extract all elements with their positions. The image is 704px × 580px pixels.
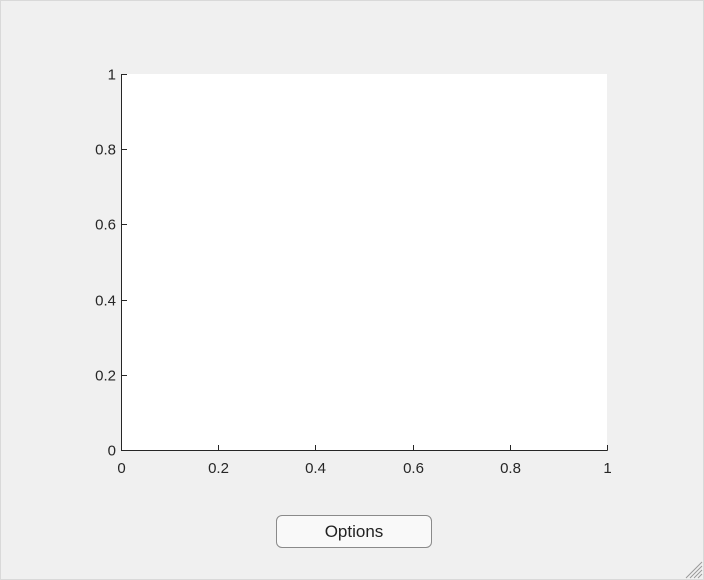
x-axis-ticks: 0 0.2 0.4 0.6 0.8 1 [117,445,612,477]
x-tick-label: 1 [603,460,611,477]
options-button[interactable]: Options [276,515,432,548]
y-tick-label: 0.4 [95,293,116,310]
y-tick-label: 0.6 [95,217,116,234]
x-tick-label: 0 [117,460,125,477]
resize-grip-icon[interactable] [681,557,703,579]
x-tick-label: 0.2 [208,460,229,477]
x-tick-label: 0.8 [500,460,521,477]
y-tick-label: 0 [108,443,116,460]
y-tick-label: 0.2 [95,368,116,385]
y-tick-label: 1 [108,67,116,84]
y-axis-ticks: 0 0.2 0.4 0.6 0.8 1 [95,67,127,460]
x-tick-label: 0.6 [403,460,424,477]
y-tick-label: 0.8 [95,142,116,159]
x-tick-label: 0.4 [305,460,326,477]
plot-area [121,74,607,450]
